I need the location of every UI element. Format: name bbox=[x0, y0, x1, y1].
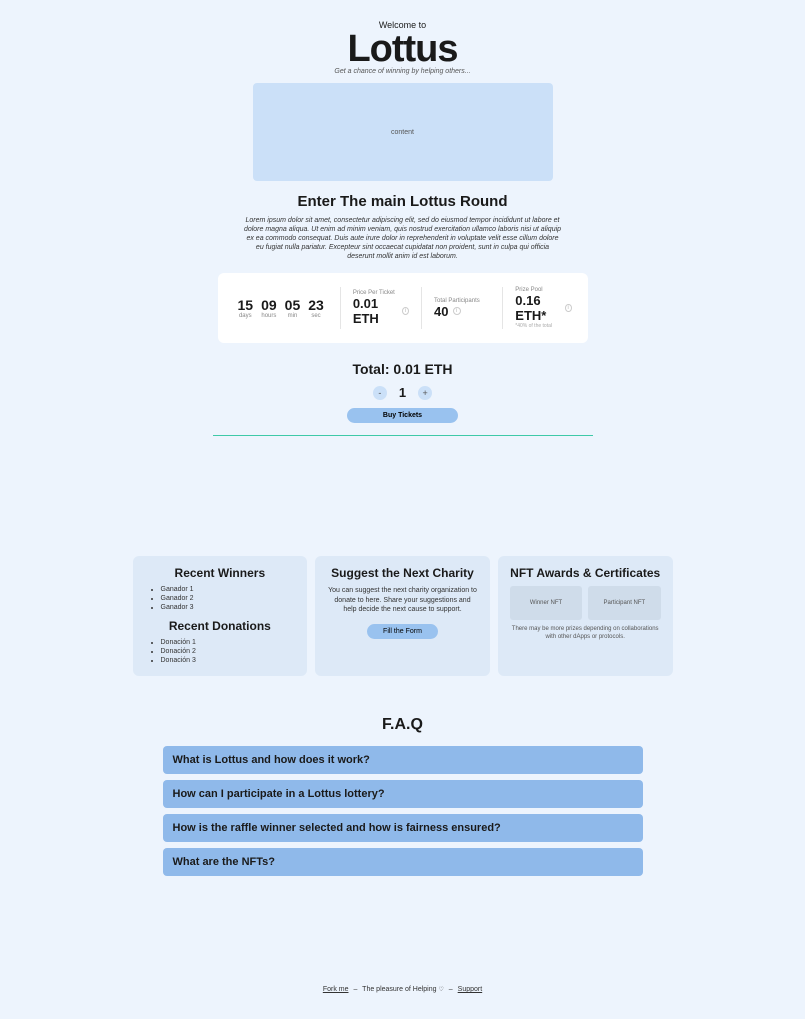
quantity-value: 1 bbox=[399, 385, 406, 400]
seconds-value: 23 bbox=[308, 297, 324, 313]
stats-card: 15 days 09 hours 05 min 23 sec Price Per… bbox=[218, 273, 588, 343]
countdown-minutes: 05 min bbox=[285, 297, 301, 319]
minutes-value: 05 bbox=[285, 297, 301, 313]
nft-title: NFT Awards & Certificates bbox=[510, 566, 661, 580]
countdown: 15 days 09 hours 05 min 23 sec bbox=[228, 297, 334, 319]
faq-item[interactable]: What are the NFTs? bbox=[163, 848, 643, 876]
price-value: 0.01 ETH bbox=[353, 296, 398, 326]
hours-label: hours bbox=[261, 313, 277, 319]
info-icon[interactable]: i bbox=[565, 304, 572, 312]
pool-sub: *40% of the total bbox=[515, 323, 571, 329]
winners-list: Ganador 1 Ganador 2 Ganador 3 bbox=[145, 586, 296, 611]
participants-value: 40 bbox=[434, 304, 448, 319]
winners-card: Recent Winners Ganador 1 Ganador 2 Ganad… bbox=[133, 556, 308, 676]
countdown-seconds: 23 sec bbox=[308, 297, 324, 319]
faq-item[interactable]: What is Lottus and how does it work? bbox=[163, 746, 643, 774]
charity-title: Suggest the Next Charity bbox=[327, 566, 478, 580]
stat-price: Price Per Ticket 0.01 ETH i bbox=[347, 290, 415, 326]
increment-button[interactable]: + bbox=[418, 386, 432, 400]
countdown-hours: 09 hours bbox=[261, 297, 277, 319]
fork-link[interactable]: Fork me bbox=[323, 986, 349, 993]
buy-tickets-button[interactable]: Buy Tickets bbox=[347, 408, 458, 423]
charity-card: Suggest the Next Charity You can suggest… bbox=[315, 556, 490, 676]
nft-card: NFT Awards & Certificates Winner NFT Par… bbox=[498, 556, 673, 676]
seconds-label: sec bbox=[308, 313, 324, 319]
footer-middle: The pleasure of Helping bbox=[362, 986, 436, 993]
charity-desc: You can suggest the next charity organiz… bbox=[327, 586, 478, 613]
fill-form-button[interactable]: Fill the Form bbox=[367, 624, 438, 639]
winners-title: Recent Winners bbox=[145, 566, 296, 580]
faq-title: F.A.Q bbox=[163, 716, 643, 734]
list-item: Donación 3 bbox=[161, 657, 296, 664]
days-label: days bbox=[238, 313, 254, 319]
divider bbox=[421, 287, 422, 329]
divider bbox=[340, 287, 341, 329]
brand-title: Lottus bbox=[103, 30, 703, 68]
support-link[interactable]: Support bbox=[458, 986, 483, 993]
separator: – bbox=[353, 986, 357, 993]
list-item: Ganador 1 bbox=[161, 586, 296, 593]
round-title: Enter The main Lottus Round bbox=[103, 193, 703, 210]
countdown-days: 15 days bbox=[238, 297, 254, 319]
stat-pool: Prize Pool 0.16 ETH* i *40% of the total bbox=[509, 287, 577, 329]
separator: – bbox=[449, 986, 453, 993]
hours-value: 09 bbox=[261, 297, 277, 313]
donations-list: Donación 1 Donación 2 Donación 3 bbox=[145, 639, 296, 664]
minutes-label: min bbox=[285, 313, 301, 319]
faq-item[interactable]: How can I participate in a Lottus lotter… bbox=[163, 780, 643, 808]
days-value: 15 bbox=[238, 297, 254, 313]
header: Welcome to Lottus Get a chance of winnin… bbox=[103, 20, 703, 75]
stat-participants: Total Participants 40 i bbox=[428, 298, 496, 319]
faq-item[interactable]: How is the raffle winner selected and ho… bbox=[163, 814, 643, 842]
quantity-row: - 1 + bbox=[103, 385, 703, 400]
total-label: Total: 0.01 ETH bbox=[103, 361, 703, 377]
cards-row: Recent Winners Ganador 1 Ganador 2 Ganad… bbox=[133, 556, 673, 676]
list-item: Ganador 2 bbox=[161, 595, 296, 602]
tagline: Get a chance of winning by helping other… bbox=[103, 68, 703, 75]
participant-nft-box: Participant NFT bbox=[588, 586, 660, 620]
nft-row: Winner NFT Participant NFT bbox=[510, 586, 661, 620]
nft-note: There may be more prizes depending on co… bbox=[510, 626, 661, 642]
footer: Fork me – The pleasure of Helping ♡ – Su… bbox=[103, 986, 703, 999]
decrement-button[interactable]: - bbox=[373, 386, 387, 400]
info-icon[interactable]: i bbox=[402, 307, 409, 315]
section-divider bbox=[213, 435, 593, 436]
winner-nft-box: Winner NFT bbox=[510, 586, 582, 620]
list-item: Ganador 3 bbox=[161, 604, 296, 611]
info-icon[interactable]: i bbox=[453, 307, 461, 315]
list-item: Donación 2 bbox=[161, 648, 296, 655]
heart-icon: ♡ bbox=[438, 987, 443, 993]
list-item: Donación 1 bbox=[161, 639, 296, 646]
divider bbox=[502, 287, 503, 329]
round-description: Lorem ipsum dolor sit amet, consectetur … bbox=[243, 216, 563, 261]
hero-content-label: content bbox=[391, 129, 414, 136]
hero-placeholder: content bbox=[253, 83, 553, 181]
pool-value: 0.16 ETH* bbox=[515, 293, 561, 323]
donations-title: Recent Donations bbox=[145, 619, 296, 633]
faq-section: F.A.Q What is Lottus and how does it wor… bbox=[163, 716, 643, 876]
